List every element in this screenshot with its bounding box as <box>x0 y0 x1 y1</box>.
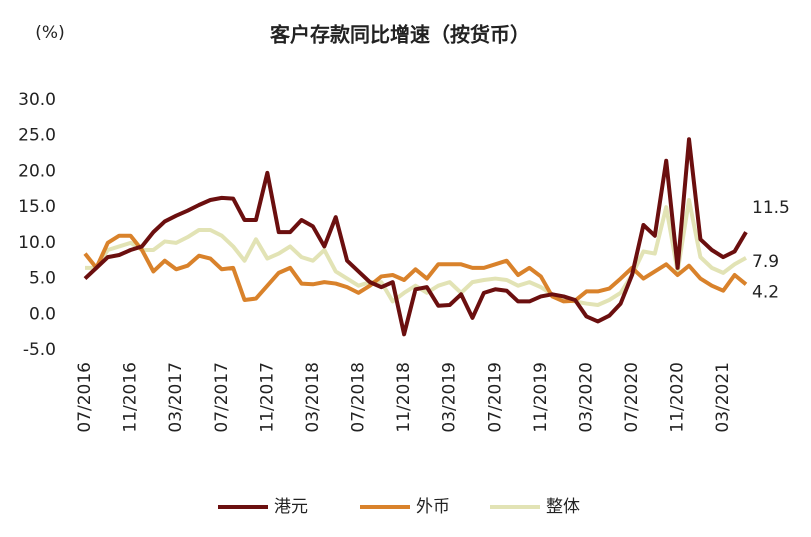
y-tick-label: -5.0 <box>23 340 56 360</box>
x-tick-label: 11/2016 <box>121 362 141 433</box>
x-tick-label: 07/2016 <box>75 362 95 433</box>
x-tick-label: 11/2020 <box>668 362 688 433</box>
y-tick-label: 15.0 <box>18 197 56 217</box>
end-label: 11.5 <box>752 198 790 218</box>
series-line <box>83 137 748 337</box>
x-tick-label: 03/2020 <box>576 362 596 433</box>
y-tick-label: 10.0 <box>18 233 56 253</box>
end-label: 7.9 <box>752 252 779 272</box>
y-tick-label: 25.0 <box>18 126 56 146</box>
series-line <box>83 233 748 304</box>
end-label: 4.2 <box>752 282 779 302</box>
x-tick-label: 07/2019 <box>485 362 505 433</box>
x-tick-label: 11/2017 <box>257 362 277 433</box>
y-tick-label: 0.0 <box>29 304 56 324</box>
x-tick-label: 03/2019 <box>440 362 460 433</box>
x-tick-label: 07/2018 <box>349 362 369 433</box>
x-tick-label: 07/2017 <box>212 362 232 433</box>
x-tick-label: 11/2018 <box>394 362 414 433</box>
y-tick-label: 30.0 <box>18 90 56 110</box>
chart-title: 客户存款同比增速（按货币） <box>269 23 530 47</box>
x-tick-label: 03/2017 <box>166 362 186 433</box>
y-unit: (%) <box>35 23 64 43</box>
legend-label: 港元 <box>274 497 308 517</box>
y-tick-label: 5.0 <box>29 269 56 289</box>
legend-label: 整体 <box>546 497 580 517</box>
x-tick-label: 07/2020 <box>622 362 642 433</box>
x-tick-label: 03/2021 <box>713 362 733 433</box>
x-tick-label: 11/2019 <box>531 362 551 433</box>
x-tick-label: 03/2018 <box>303 362 323 433</box>
legend-label: 外币 <box>416 497 450 517</box>
y-tick-label: 20.0 <box>18 161 56 181</box>
